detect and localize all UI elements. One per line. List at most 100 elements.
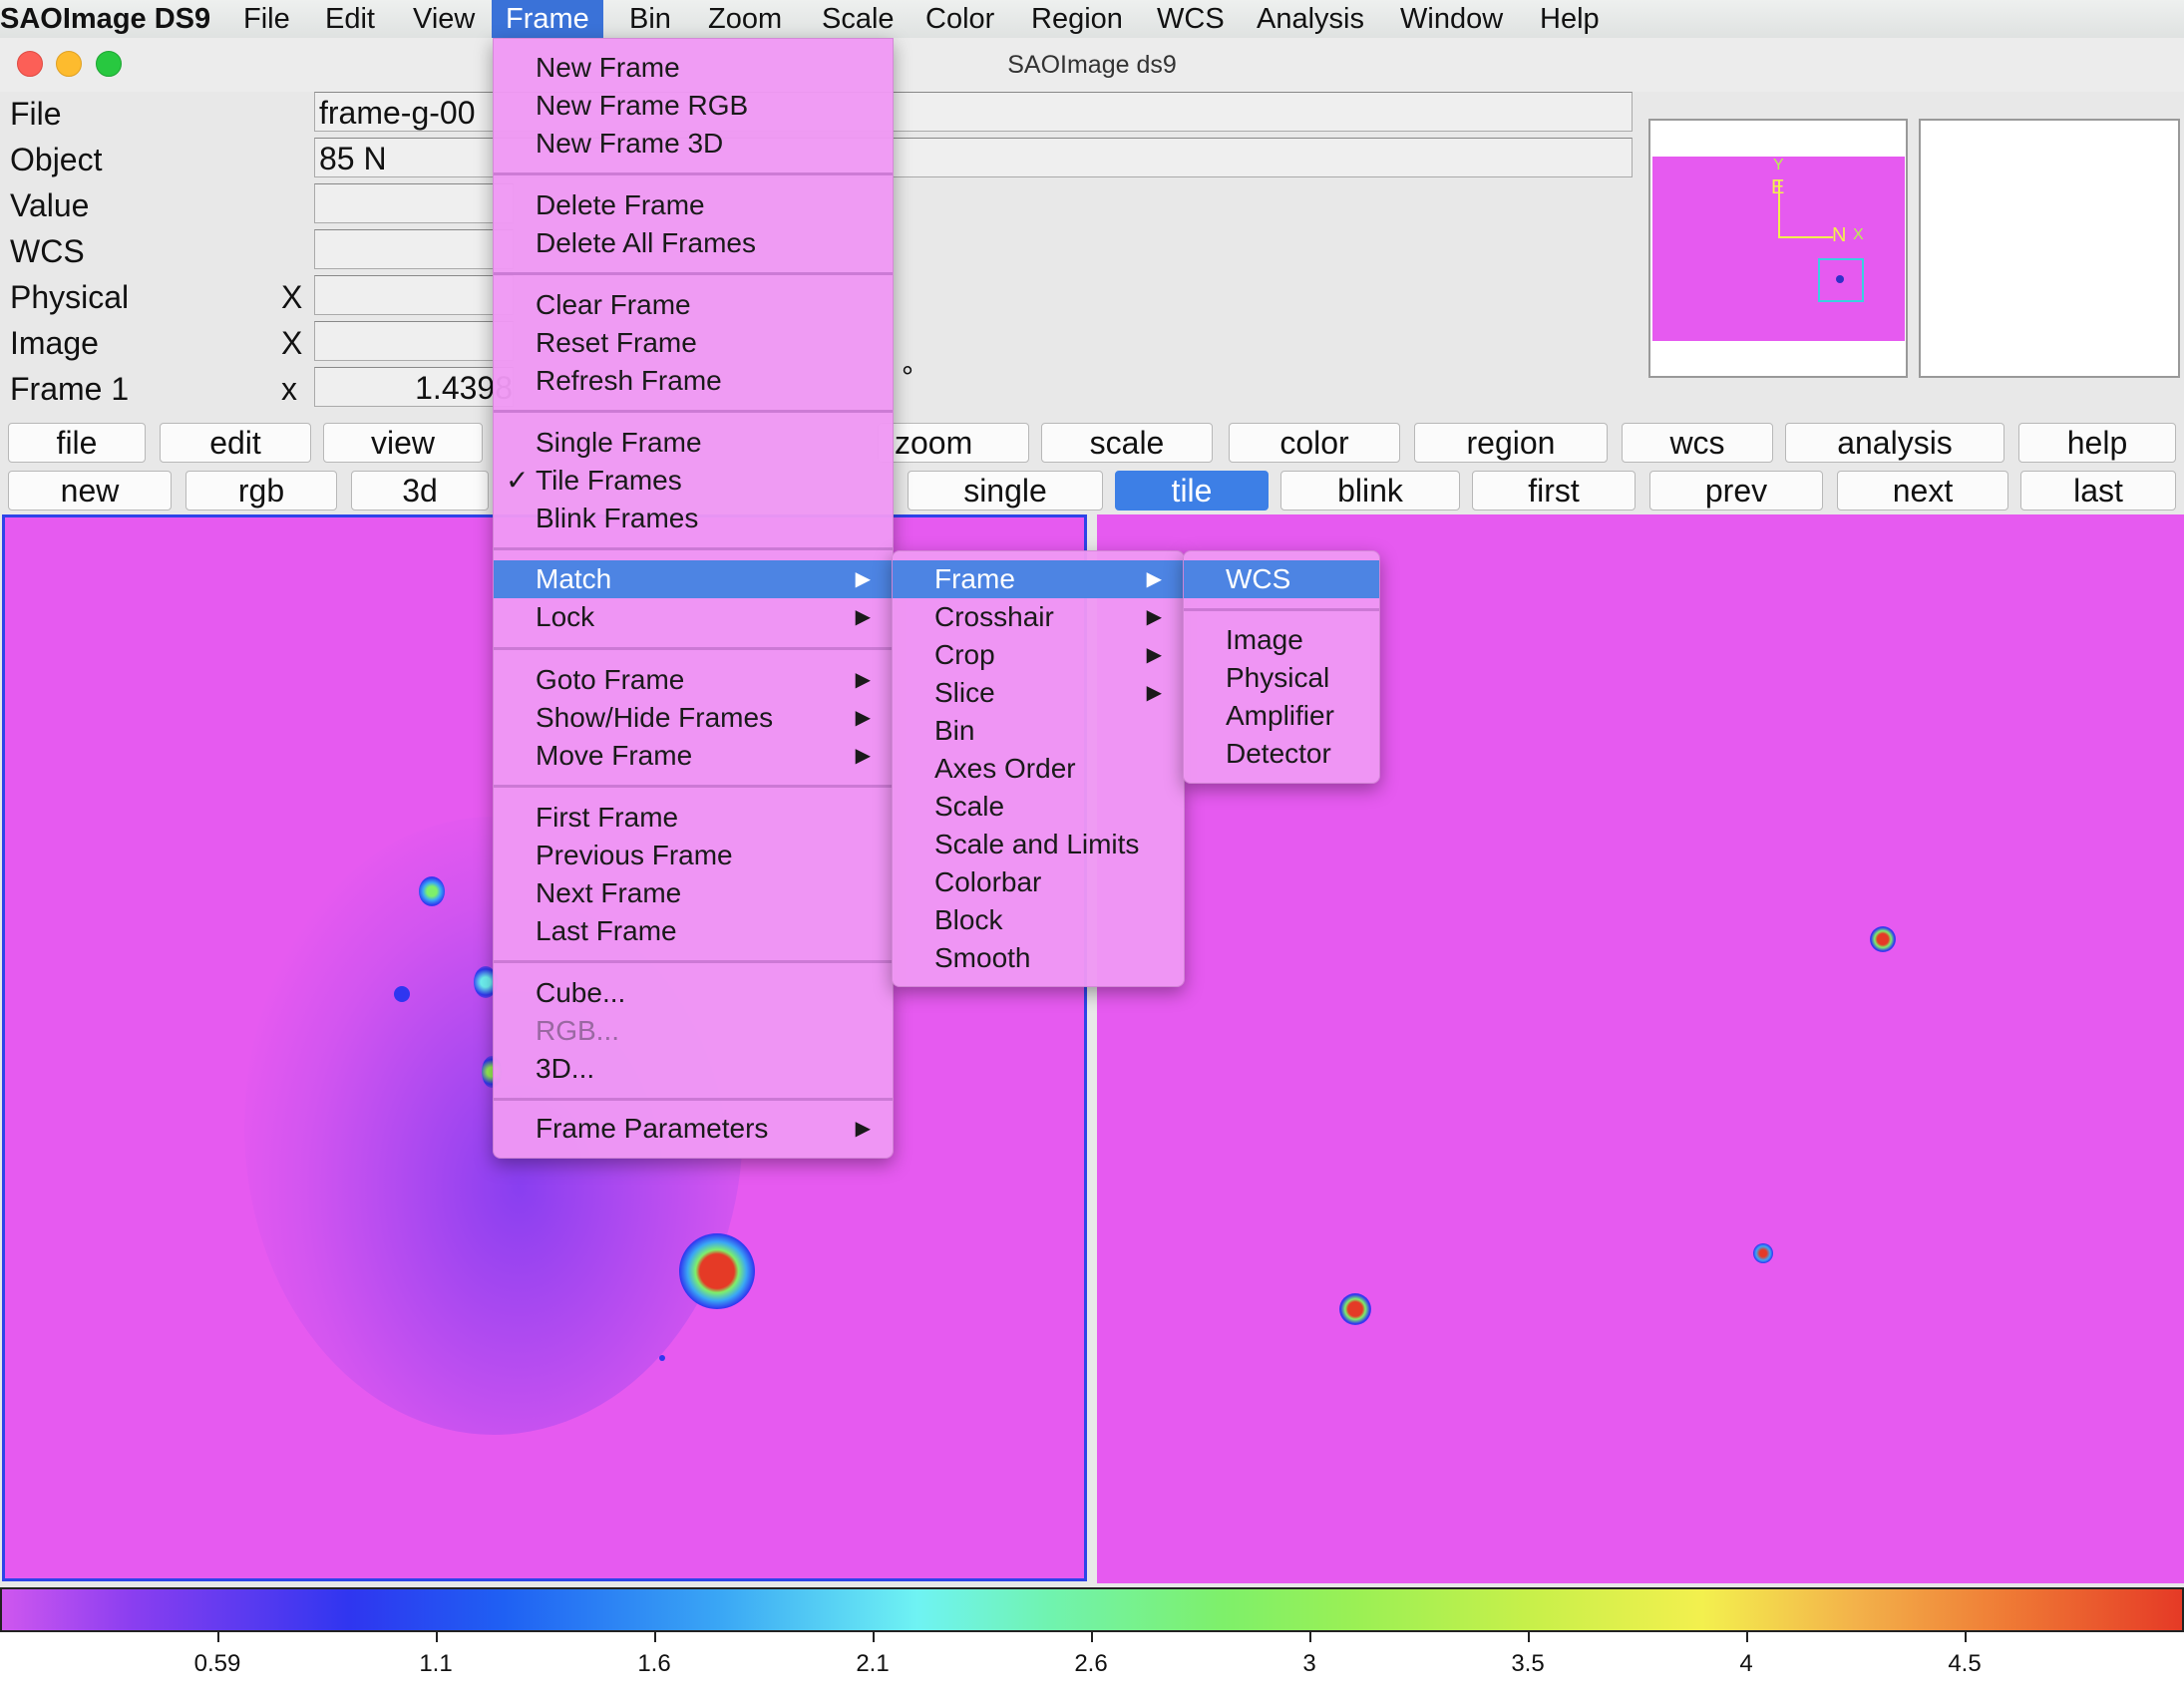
- menu-item-cube[interactable]: Cube...: [536, 977, 626, 1008]
- menu-item-new-frame-3d[interactable]: New Frame 3D: [536, 128, 724, 159]
- menu-item-match-axes-order[interactable]: Axes Order: [934, 753, 1076, 784]
- zoom-window-button[interactable]: [96, 51, 122, 77]
- menu-bin[interactable]: Bin: [629, 3, 671, 35]
- menu-item-last-frame[interactable]: Last Frame: [536, 915, 677, 946]
- menu-item-clear-frame[interactable]: Clear Frame: [536, 289, 691, 320]
- menu-item-previous-frame[interactable]: Previous Frame: [536, 840, 733, 870]
- menu-view[interactable]: View: [413, 3, 476, 35]
- menu-item-match-frame-image[interactable]: Image: [1226, 624, 1303, 655]
- label-object: Object: [10, 142, 103, 177]
- menu-item-new-frame[interactable]: New Frame: [536, 52, 680, 83]
- button-rgb[interactable]: rgb: [185, 471, 337, 511]
- menu-item-new-frame-rgb[interactable]: New Frame RGB: [536, 90, 749, 121]
- menu-item-match-bin[interactable]: Bin: [934, 715, 975, 746]
- menu-file[interactable]: File: [243, 3, 290, 35]
- button-first[interactable]: first: [1472, 471, 1636, 511]
- menu-item-match[interactable]: Match ▶: [494, 560, 893, 598]
- menu-item-first-frame[interactable]: First Frame: [536, 802, 679, 833]
- button-next[interactable]: next: [1837, 471, 2008, 511]
- submenu-arrow-icon: ▶: [1146, 568, 1162, 590]
- menu-item-match-colorbar[interactable]: Colorbar: [934, 866, 1042, 897]
- panner-e-label: E: [1771, 176, 1785, 198]
- menu-item-match-crosshair[interactable]: Crosshair ▶: [893, 598, 1184, 636]
- image-axis-label: X: [281, 325, 303, 361]
- button-new[interactable]: new: [8, 471, 172, 511]
- menu-item-match-frame-physical[interactable]: Physical: [1226, 662, 1330, 693]
- tick-mark: [436, 1632, 438, 1642]
- menu-item-label: Frame Parameters: [536, 1113, 769, 1144]
- menu-analysis[interactable]: Analysis: [1257, 3, 1364, 35]
- menu-item-single-frame[interactable]: Single Frame: [536, 427, 702, 458]
- menu-item-match-crop[interactable]: Crop ▶: [893, 636, 1184, 674]
- menu-item-delete-frame[interactable]: Delete Frame: [536, 189, 705, 220]
- menu-region[interactable]: Region: [1031, 3, 1123, 35]
- menu-wcs[interactable]: WCS: [1157, 3, 1225, 35]
- menu-help[interactable]: Help: [1540, 3, 1600, 35]
- tick-label: 2.1: [856, 1650, 890, 1677]
- colorbar[interactable]: [0, 1587, 2184, 1632]
- menu-item-match-scale-and-limits[interactable]: Scale and Limits: [934, 829, 1140, 859]
- menu-item-move-frame[interactable]: Move Frame ▶: [494, 737, 893, 775]
- menu-window[interactable]: Window: [1400, 3, 1504, 35]
- tick-label: 3.5: [1511, 1650, 1545, 1677]
- button-analysis[interactable]: analysis: [1785, 423, 2004, 463]
- button-file[interactable]: file: [8, 423, 146, 463]
- minimize-window-button[interactable]: [56, 51, 82, 77]
- window-titlebar: SAOImage ds9: [0, 38, 2184, 93]
- menu-item-blink-frames[interactable]: Blink Frames: [536, 503, 699, 533]
- menu-color[interactable]: Color: [925, 3, 995, 35]
- menu-item-goto-frame[interactable]: Goto Frame ▶: [494, 661, 893, 699]
- menu-frame[interactable]: Frame: [492, 0, 603, 38]
- bright-star: [679, 1233, 755, 1309]
- button-wcs[interactable]: wcs: [1622, 423, 1773, 463]
- menu-item-frame-parameters[interactable]: Frame Parameters ▶: [494, 1110, 893, 1148]
- menu-item-match-frame-amplifier[interactable]: Amplifier: [1226, 700, 1334, 731]
- menu-item-tile-frames[interactable]: ✓ Tile Frames: [494, 462, 893, 500]
- tick-mark: [1746, 1632, 1748, 1642]
- menu-item-lock[interactable]: Lock ▶: [494, 598, 893, 636]
- menu-item-match-block[interactable]: Block: [934, 904, 1003, 935]
- menu-item-delete-all-frames[interactable]: Delete All Frames: [536, 227, 756, 258]
- menu-item-reset-frame[interactable]: Reset Frame: [536, 327, 697, 358]
- menu-item-match-scale[interactable]: Scale: [934, 791, 1005, 822]
- label-physical: Physical: [10, 279, 130, 315]
- button-scale[interactable]: scale: [1041, 423, 1213, 463]
- button-color[interactable]: color: [1229, 423, 1400, 463]
- button-tile[interactable]: tile: [1115, 471, 1269, 511]
- menu-app-name[interactable]: SAOImage DS9: [0, 3, 211, 35]
- button-help[interactable]: help: [2018, 423, 2176, 463]
- panner-n-label: N: [1832, 224, 1847, 246]
- menu-zoom[interactable]: Zoom: [708, 3, 783, 35]
- button-blink[interactable]: blink: [1280, 471, 1460, 511]
- menu-item-match-frame-wcs[interactable]: WCS: [1184, 560, 1379, 598]
- menu-scale[interactable]: Scale: [822, 3, 895, 35]
- menu-item-next-frame[interactable]: Next Frame: [536, 877, 682, 908]
- button-zoom[interactable]: zoom: [878, 423, 1029, 463]
- panner[interactable]: E Y N X: [1648, 119, 1908, 378]
- checkmark-icon: ✓: [506, 465, 530, 496]
- menu-item-show-hide-frames[interactable]: Show/Hide Frames ▶: [494, 699, 893, 737]
- button-last[interactable]: last: [2020, 471, 2176, 511]
- close-window-button[interactable]: [17, 51, 43, 77]
- button-region[interactable]: region: [1414, 423, 1608, 463]
- star-c: [1753, 1243, 1773, 1263]
- menu-edit[interactable]: Edit: [325, 3, 375, 35]
- button-edit[interactable]: edit: [160, 423, 311, 463]
- menu-item-3d[interactable]: 3D...: [536, 1053, 595, 1084]
- menu-item-refresh-frame[interactable]: Refresh Frame: [536, 365, 722, 396]
- faint-source: [659, 1355, 665, 1361]
- tick-mark: [217, 1632, 219, 1642]
- button-3d[interactable]: 3d: [351, 471, 489, 511]
- submenu-arrow-icon: ▶: [855, 606, 871, 628]
- panner-east-axis: [1778, 180, 1780, 238]
- menu-item-match-frame[interactable]: Frame ▶: [893, 560, 1184, 598]
- menu-item-label: Frame: [934, 563, 1015, 594]
- menu-item-match-smooth[interactable]: Smooth: [934, 942, 1031, 973]
- button-view[interactable]: view: [323, 423, 483, 463]
- button-prev[interactable]: prev: [1649, 471, 1823, 511]
- panner-view-box[interactable]: [1818, 258, 1864, 302]
- menu-item-match-frame-detector[interactable]: Detector: [1226, 738, 1331, 769]
- tick-mark: [1528, 1632, 1530, 1642]
- button-single[interactable]: single: [908, 471, 1103, 511]
- menu-item-match-slice[interactable]: Slice ▶: [893, 674, 1184, 712]
